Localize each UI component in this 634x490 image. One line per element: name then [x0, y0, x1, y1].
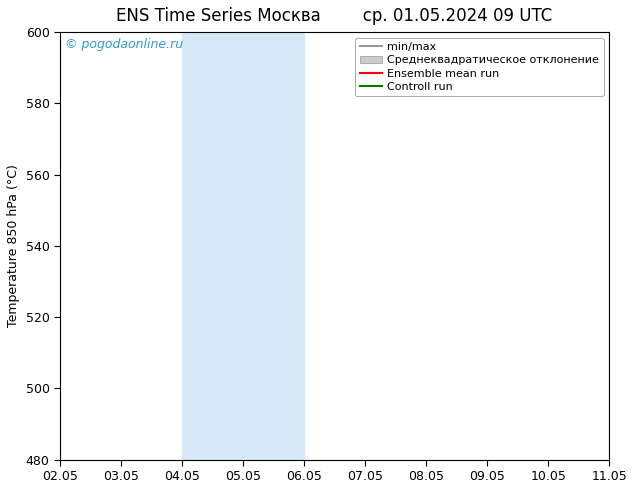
Bar: [182, 32, 304, 460]
Title: ENS Time Series Москва        ср. 01.05.2024 09 UTC: ENS Time Series Москва ср. 01.05.2024 09…: [117, 7, 553, 25]
Text: © pogodaonline.ru: © pogodaonline.ru: [65, 39, 183, 51]
Legend: min/max, Среднеквадратическое отклонение, Ensemble mean run, Controll run: min/max, Среднеквадратическое отклонение…: [355, 38, 604, 97]
Bar: [609, 32, 634, 460]
Y-axis label: Temperature 850 hPa (°C): Temperature 850 hPa (°C): [7, 165, 20, 327]
